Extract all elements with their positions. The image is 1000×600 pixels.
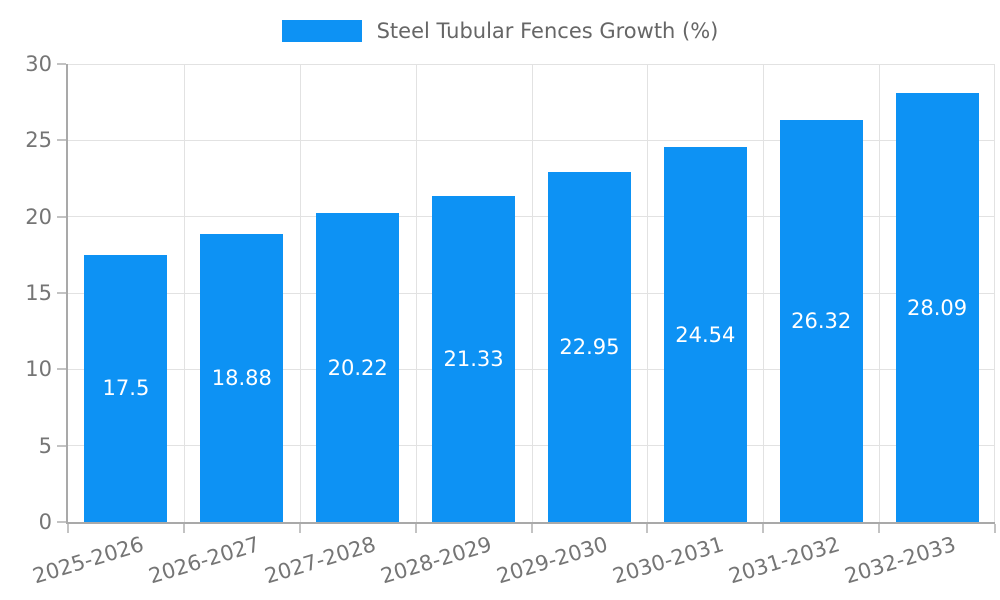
y-axis-tick [57,139,66,142]
y-axis-label: 25 [25,128,52,153]
x-axis-tick [415,524,417,533]
gridline-horizontal [68,292,995,294]
y-axis-tick [57,444,66,447]
x-axis-tick [67,524,69,533]
bar [316,213,400,522]
bar-value-label: 26.32 [791,309,852,334]
gridline-vertical [994,64,995,522]
y-axis-label: 20 [25,204,52,229]
bar [432,196,516,522]
x-axis-label: 2032-2033 [841,532,959,589]
bar-value-label: 21.33 [443,347,504,372]
x-axis-tick [762,524,764,533]
bar-value-label: 17.5 [102,376,150,401]
bar [779,120,863,522]
y-axis-label: 15 [25,281,52,305]
x-axis-label: 2029-2030 [493,532,611,589]
x-axis-label: 2025-2026 [30,532,147,589]
y-axis-line [66,64,68,524]
legend-swatch [281,20,362,42]
y-axis-tick [57,292,66,294]
bar [663,147,747,522]
y-axis-label: 5 [38,433,52,458]
bar-value-label: 24.54 [675,322,736,347]
y-axis-label: 10 [25,357,52,382]
x-axis-tick [299,524,301,533]
x-axis-tick [646,524,648,533]
y-axis-tick [57,63,66,65]
x-axis-tick [531,524,533,533]
gridline-vertical [532,64,533,522]
bar-value-label: 20.22 [327,355,388,380]
x-axis-label: 2031-2032 [725,532,843,589]
y-axis-tick [57,368,66,371]
x-axis-tick [994,524,996,533]
gridline-vertical [763,64,764,522]
plot-area: 0 5 10 15 20 25 30 17.5 18.88 20.22 21.33 22.95 24.5… [25,52,996,588]
bar-value-label: 18.88 [211,365,272,390]
x-axis-tick [878,524,880,533]
x-axis-label: 2028-2029 [378,532,495,589]
y-axis-label: 30 [25,52,52,76]
y-axis-tick [57,215,66,218]
bar-value-label: 28.09 [907,295,968,320]
bar [895,93,979,522]
gridline-vertical [300,64,301,522]
gridline-vertical [416,64,417,522]
gridline-vertical [879,64,880,522]
y-axis-label: 0 [38,510,52,534]
gridline-horizontal [68,139,995,141]
legend: Steel Tubular Fences Growth (%) [0,20,1000,42]
legend-label: Steel Tubular Fences Growth (%) [376,19,719,43]
gridline-horizontal [68,368,995,370]
bar [547,171,631,522]
bar [84,254,168,522]
y-axis-tick [57,521,66,523]
gridline-horizontal [68,216,995,218]
x-axis-tick [183,524,185,533]
gridline-vertical [647,64,648,522]
x-axis-label: 2027-2028 [262,532,379,589]
bar-value-label: 22.95 [559,334,620,359]
gridline-horizontal [68,63,995,65]
x-axis-line [66,522,995,524]
gridline-vertical [184,64,185,522]
gridline-horizontal [68,445,995,447]
x-axis-label: 2026-2027 [146,532,263,589]
bar [200,233,284,522]
x-axis-label: 2030-2031 [609,532,727,589]
